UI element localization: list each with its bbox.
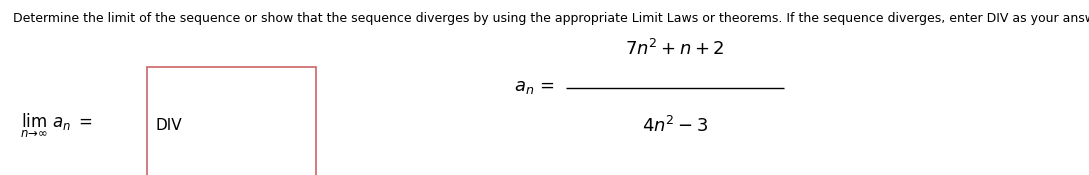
Text: DIV: DIV [156, 118, 182, 134]
Text: $a_n\,=$: $a_n\,=$ [514, 79, 555, 96]
Text: Determine the limit of the sequence or show that the sequence diverges by using : Determine the limit of the sequence or s… [13, 12, 1089, 25]
Text: $7n^2+n+2$: $7n^2+n+2$ [625, 39, 725, 59]
FancyBboxPatch shape [147, 66, 316, 175]
Text: $\lim_{n \to \infty}\ a_n\,=$: $\lim_{n \to \infty}\ a_n\,=$ [20, 112, 93, 140]
Text: $4n^2-3$: $4n^2-3$ [643, 116, 708, 136]
